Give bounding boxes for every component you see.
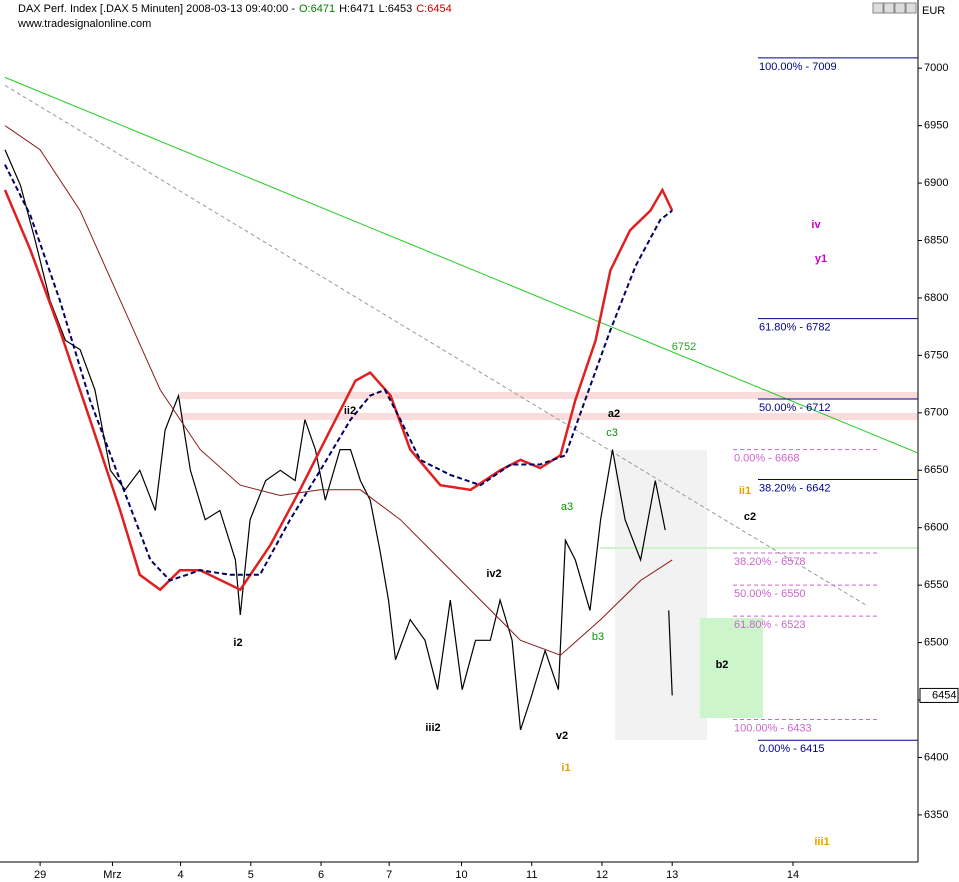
wave-label: iv2 [486, 568, 501, 580]
last-price-label: 6454 [932, 689, 956, 701]
price-line [3, 187, 674, 592]
price-line [4, 125, 673, 656]
wave-label: a2 [608, 408, 620, 420]
x-tick-label: 7 [386, 869, 392, 881]
toolbar-button[interactable] [894, 2, 906, 14]
fib-label: 38.20% - 6642 [759, 482, 831, 494]
toolbar-button[interactable] [883, 2, 895, 14]
fib-label: 100.00% - 7009 [759, 61, 837, 73]
source: www.tradesignalonline.com [17, 18, 151, 30]
y-tick-label: 6800 [924, 292, 948, 304]
fib-label: 0.00% - 6415 [759, 743, 824, 755]
wave-label: c2 [744, 511, 756, 523]
y-tick-label: 6600 [924, 522, 948, 534]
trendline [4, 76, 919, 454]
fib-label: 61.80% - 6782 [759, 322, 831, 334]
x-tick-label: 13 [666, 869, 678, 881]
wave-label: b3 [592, 631, 604, 643]
wave-label: i2 [233, 637, 242, 649]
ohlc-value: H:6471 [339, 3, 374, 15]
x-tick-label: 6 [318, 869, 324, 881]
wave-label: i1 [561, 762, 570, 774]
wave-label: v2 [556, 730, 568, 742]
y-tick-label: 6700 [924, 407, 948, 419]
ohlc-value: O:6471 [299, 3, 335, 15]
currency: EUR [922, 5, 945, 17]
fib-label: 50.00% - 6712 [759, 402, 831, 414]
x-tick-label: Mrz [103, 869, 121, 881]
wave-label: y1 [815, 253, 827, 265]
fib-label: 100.00% - 6433 [734, 722, 812, 734]
y-tick-label: 6350 [924, 809, 948, 821]
wave-label: iii1 [814, 836, 829, 848]
y-tick-label: 7000 [924, 62, 948, 74]
x-tick-label: 5 [248, 869, 254, 881]
target-box [700, 618, 763, 718]
wave-label: iii2 [425, 722, 440, 734]
last-price-tag [919, 687, 959, 703]
price-line [4, 149, 673, 731]
chart-title: DAX Perf. Index [.DAX 5 Minuten] 2008-03… [18, 3, 295, 15]
toolbar-button[interactable] [872, 2, 884, 14]
y-tick-label: 6550 [924, 579, 948, 591]
wave-label: ii1 [739, 485, 751, 497]
x-tick-label: 11 [526, 869, 537, 881]
x-tick-label: 29 [34, 869, 46, 881]
wave-label: 6752 [672, 341, 696, 353]
fib-label: 0.00% - 6668 [734, 452, 799, 464]
wave-label: a3 [561, 501, 573, 513]
y-tick-label: 6950 [924, 120, 948, 132]
target-box [615, 450, 707, 740]
y-tick-label: 6500 [924, 636, 948, 648]
wave-label: iv [811, 219, 821, 231]
y-tick-label: 6650 [924, 464, 948, 476]
resistance-band [180, 413, 918, 420]
wave-label: b2 [716, 659, 729, 671]
y-tick-label: 6850 [924, 234, 948, 246]
x-tick-label: 14 [787, 869, 799, 881]
resistance-band [180, 392, 918, 399]
x-tick-label: 12 [596, 869, 608, 881]
wave-label: c3 [606, 427, 618, 439]
ohlc-value: C:6454 [416, 3, 451, 15]
toolbar-button[interactable] [905, 2, 917, 14]
price-line [4, 164, 673, 582]
wave-label: ii2 [344, 405, 356, 417]
toolbar [872, 2, 917, 14]
fib-label: 61.80% - 6523 [734, 619, 806, 631]
fib-label: 38.20% - 6578 [734, 556, 806, 568]
ohlc-value: L:6453 [379, 3, 413, 15]
x-tick-label: 4 [178, 869, 184, 881]
y-tick-label: 6900 [924, 177, 948, 189]
x-tick-label: 10 [455, 869, 467, 881]
y-tick-label: 6400 [924, 751, 948, 763]
fib-label: 50.00% - 6550 [734, 588, 806, 600]
y-tick-label: 6750 [924, 349, 948, 361]
